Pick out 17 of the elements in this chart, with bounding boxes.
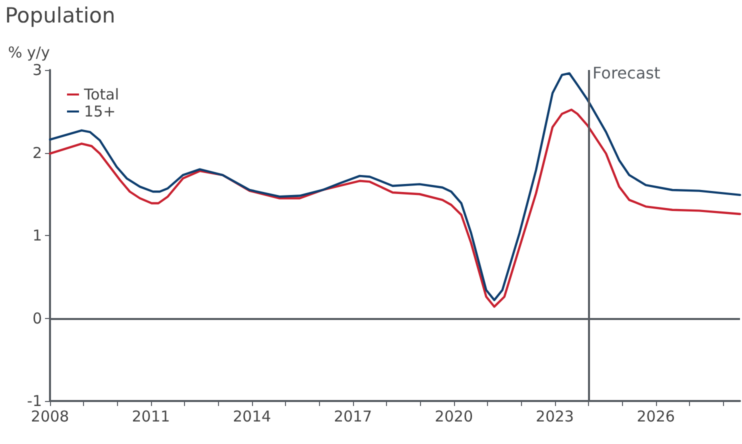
chart-title: Population: [5, 4, 116, 28]
y-tick-label: 1: [32, 226, 42, 244]
x-tick-label: 2008: [30, 408, 70, 426]
x-tick-label: 2026: [636, 408, 675, 426]
x-tick-label: 2014: [232, 408, 272, 426]
x-tick-label: 2023: [536, 408, 574, 426]
legend-label: Total: [83, 86, 120, 104]
ref-line-label: Forecast: [592, 64, 660, 82]
x-tick-label: 2017: [334, 408, 372, 426]
y-tick-label: 2: [32, 144, 42, 162]
x-tick-label: 2011: [132, 408, 170, 426]
legend-label: 15+: [84, 102, 116, 120]
y-tick-label: 0: [32, 309, 42, 328]
y-axis-title: % y/y: [8, 44, 50, 62]
y-tick-label: -1: [27, 392, 42, 410]
y-tick-label: 3: [32, 61, 42, 79]
x-tick-label: 2020: [434, 408, 473, 426]
